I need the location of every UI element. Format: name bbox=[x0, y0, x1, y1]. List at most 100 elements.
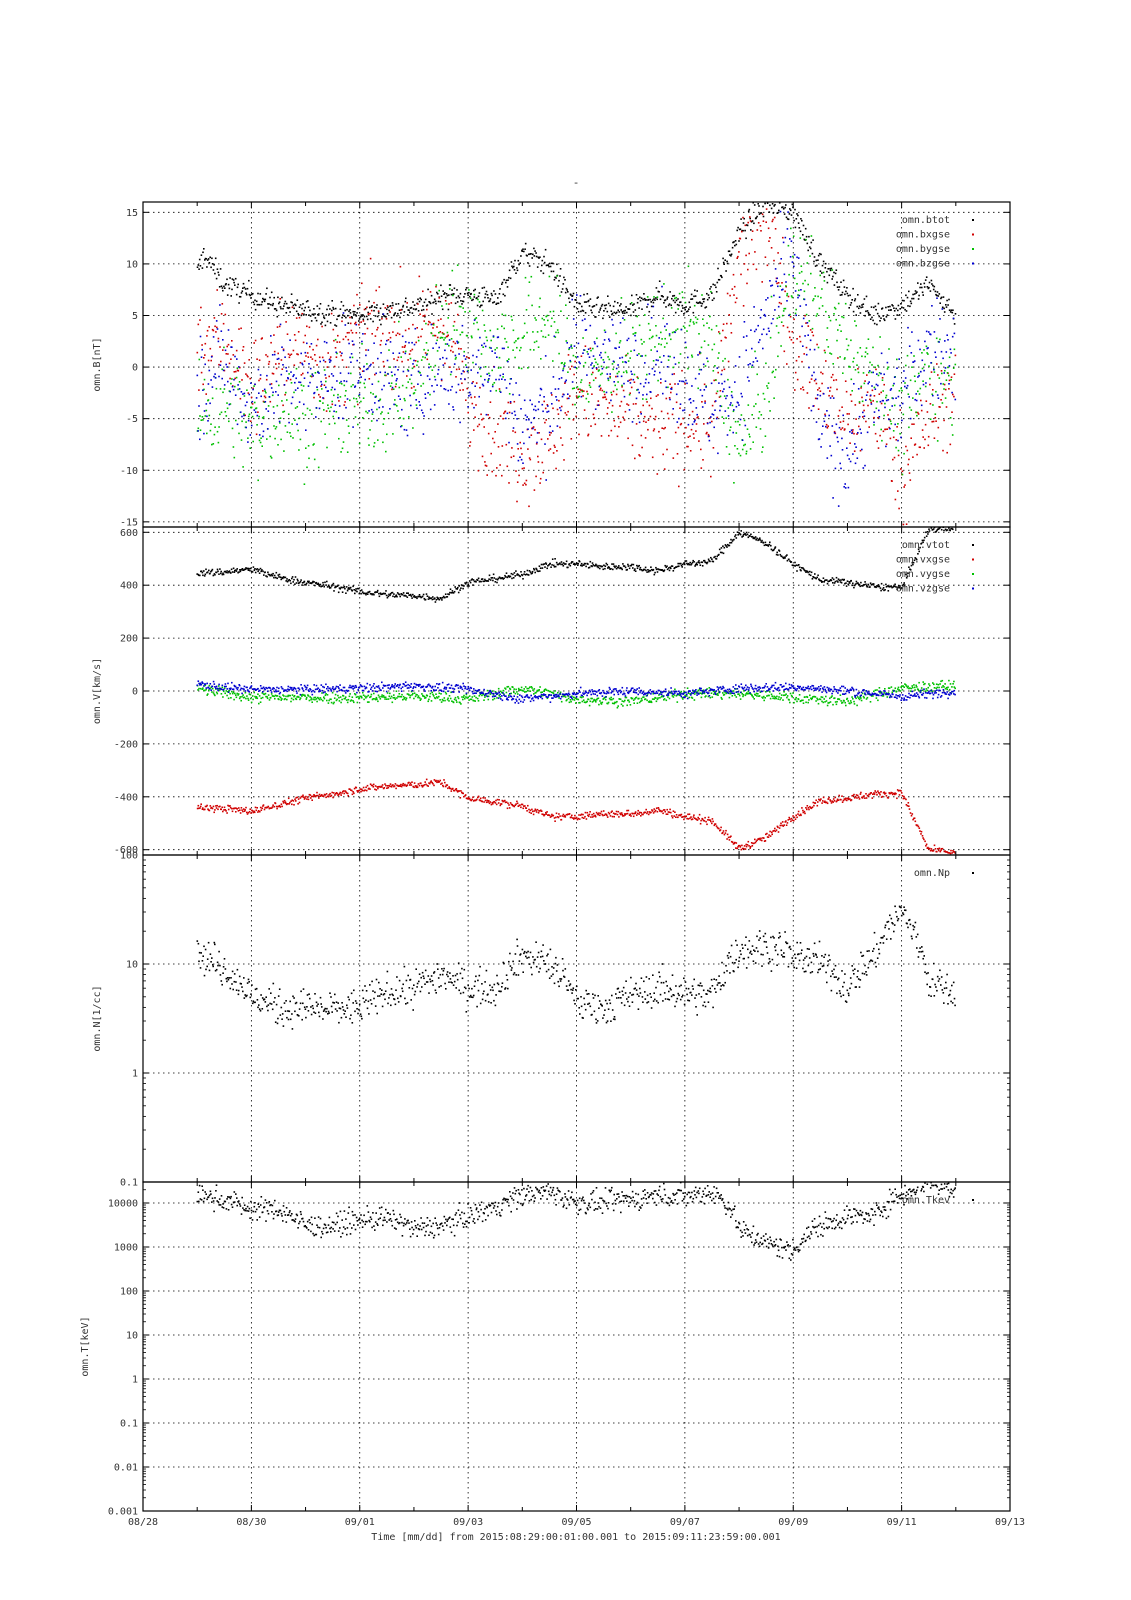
data-point bbox=[344, 394, 346, 397]
data-point bbox=[861, 396, 863, 399]
data-point bbox=[627, 563, 629, 566]
data-point bbox=[778, 316, 781, 318]
data-point bbox=[949, 529, 951, 532]
data-point bbox=[235, 293, 238, 296]
data-point bbox=[691, 423, 694, 426]
data-point bbox=[270, 387, 273, 389]
data-point bbox=[271, 304, 274, 307]
data-point bbox=[222, 572, 224, 575]
data-point bbox=[854, 584, 856, 587]
data-point bbox=[516, 269, 519, 272]
data-point bbox=[767, 227, 770, 230]
data-point bbox=[419, 313, 421, 315]
data-point bbox=[318, 393, 320, 396]
data-point bbox=[447, 334, 449, 337]
data-point bbox=[316, 386, 318, 388]
data-point bbox=[935, 337, 938, 340]
data-point bbox=[503, 412, 505, 415]
data-point bbox=[813, 348, 816, 351]
data-point bbox=[561, 444, 564, 446]
data-point bbox=[743, 444, 745, 447]
data-point bbox=[325, 584, 327, 586]
data-point bbox=[818, 252, 821, 255]
data-point bbox=[613, 311, 616, 314]
data-point bbox=[624, 312, 626, 314]
data-point bbox=[282, 307, 284, 310]
data-point bbox=[642, 398, 644, 400]
data-point bbox=[601, 389, 604, 392]
data-point bbox=[497, 446, 500, 448]
data-point bbox=[749, 448, 752, 450]
data-point bbox=[584, 345, 587, 347]
data-point bbox=[922, 383, 925, 386]
data-point bbox=[726, 543, 729, 546]
data-point bbox=[862, 585, 864, 587]
data-point bbox=[520, 346, 522, 349]
data-point bbox=[523, 482, 526, 485]
data-point bbox=[648, 373, 651, 375]
data-point bbox=[546, 404, 549, 406]
data-point bbox=[651, 456, 654, 459]
data-point bbox=[868, 371, 870, 374]
data-point bbox=[585, 329, 588, 331]
data-point bbox=[397, 303, 400, 305]
data-point bbox=[814, 577, 817, 579]
data-point bbox=[654, 571, 656, 574]
data-point bbox=[218, 573, 220, 575]
data-point bbox=[290, 382, 293, 384]
data-point bbox=[837, 329, 839, 331]
data-point bbox=[867, 338, 870, 340]
data-point bbox=[745, 349, 747, 352]
data-point bbox=[865, 295, 868, 298]
data-point bbox=[806, 392, 809, 394]
data-point bbox=[437, 368, 440, 371]
data-point bbox=[736, 257, 738, 259]
data-point bbox=[609, 375, 611, 378]
data-point bbox=[402, 351, 405, 353]
data-point bbox=[263, 388, 266, 391]
data-point bbox=[262, 430, 265, 433]
data-point bbox=[765, 221, 767, 223]
data-point bbox=[807, 571, 809, 574]
data-point bbox=[209, 805, 212, 807]
data-point bbox=[451, 385, 453, 388]
data-point bbox=[691, 385, 693, 387]
data-point bbox=[370, 306, 373, 308]
data-point bbox=[426, 304, 429, 306]
data-point bbox=[349, 588, 351, 590]
data-point bbox=[333, 410, 335, 413]
data-point bbox=[236, 358, 238, 360]
data-point bbox=[761, 281, 763, 283]
data-point bbox=[631, 563, 633, 566]
data-point bbox=[269, 807, 272, 809]
data-point bbox=[688, 324, 691, 327]
data-point bbox=[398, 309, 401, 311]
data-point bbox=[417, 298, 419, 301]
data-point bbox=[767, 382, 770, 384]
data-point bbox=[778, 209, 780, 212]
data-point bbox=[248, 293, 251, 296]
data-point bbox=[549, 425, 551, 428]
data-point bbox=[258, 304, 261, 306]
data-point bbox=[723, 422, 725, 424]
data-point bbox=[240, 439, 243, 441]
data-point bbox=[382, 313, 385, 315]
data-point bbox=[832, 497, 834, 499]
data-point bbox=[786, 554, 788, 556]
data-point bbox=[714, 400, 716, 403]
data-point bbox=[691, 298, 694, 300]
data-point bbox=[217, 808, 219, 811]
data-point bbox=[734, 445, 736, 447]
data-point bbox=[814, 287, 816, 289]
data-point bbox=[626, 371, 628, 374]
data-point bbox=[646, 571, 648, 573]
data-point bbox=[402, 370, 405, 373]
data-point bbox=[832, 373, 834, 376]
data-point bbox=[892, 458, 894, 461]
data-point bbox=[894, 498, 897, 501]
data-point bbox=[786, 363, 788, 365]
data-point bbox=[587, 300, 589, 303]
data-point bbox=[289, 432, 291, 434]
data-point bbox=[249, 808, 251, 810]
data-point bbox=[718, 352, 720, 354]
